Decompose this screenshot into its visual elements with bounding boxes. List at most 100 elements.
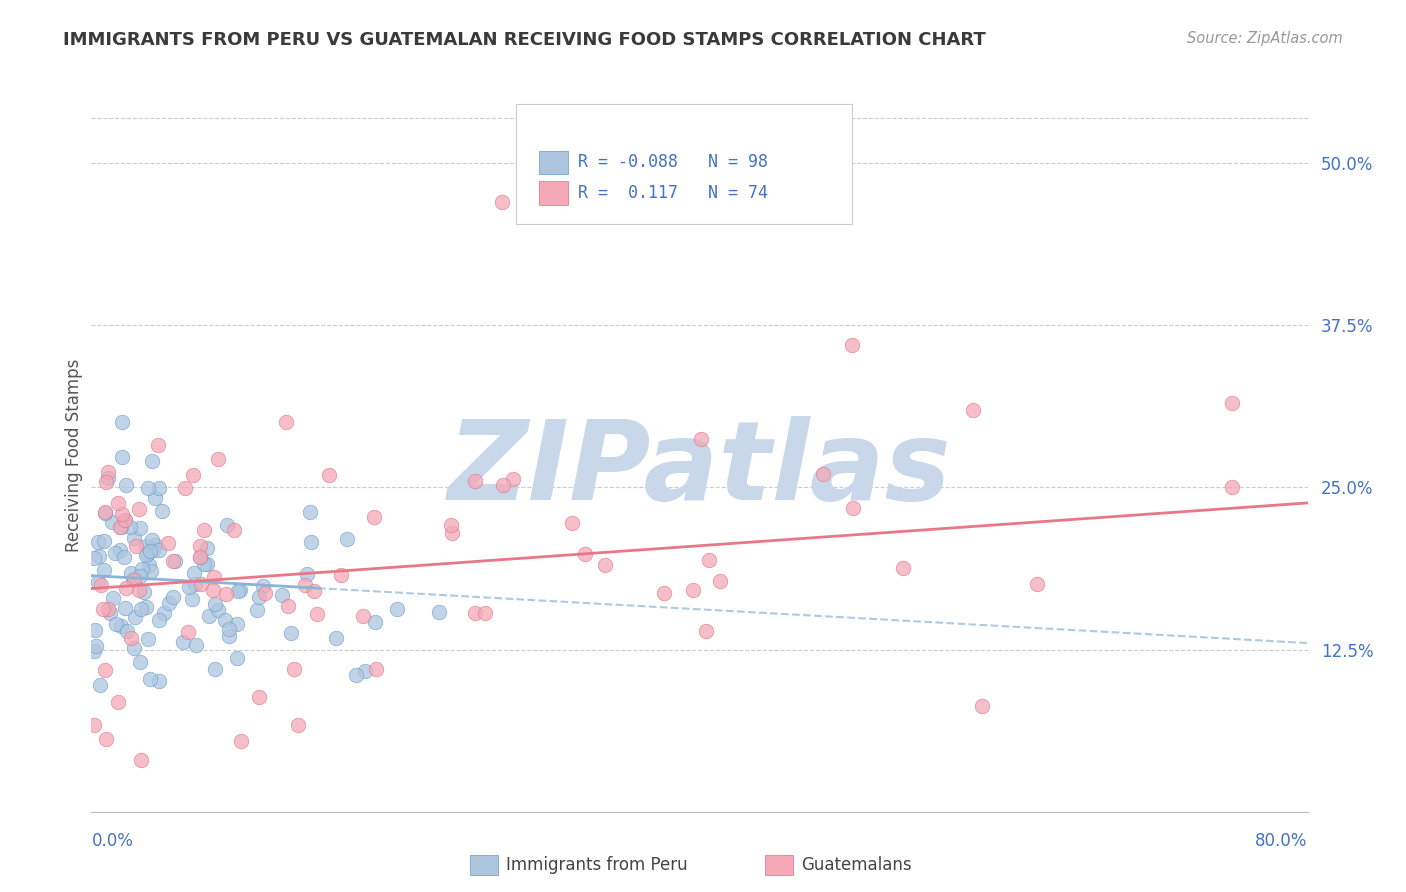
Point [129,521,152,535]
Point [325,631,347,645]
Point [114,601,136,615]
Point [215,587,238,601]
Point [135,539,157,553]
Point [143,537,166,551]
Point [229,582,252,597]
Point [173,481,195,495]
Point [97,466,120,480]
Point [195,541,218,555]
Point [124,610,146,624]
Point [124,540,146,554]
Point [111,416,134,430]
Point [93,664,115,678]
Point [247,591,270,605]
Point [136,481,159,495]
Point [188,549,211,564]
Point [294,577,316,591]
Point [86,639,108,653]
Point [120,566,142,580]
Point [96,731,118,746]
Point [150,504,173,518]
Point [111,507,134,521]
Point [135,599,157,614]
Point [204,662,226,676]
Text: 80.0%: 80.0% [1256,831,1308,849]
Point [107,496,129,510]
Text: Source: ZipAtlas.com: Source: ZipAtlas.com [1187,31,1343,46]
Point [363,509,385,524]
Point [329,567,352,582]
Point [131,562,153,576]
Point [136,632,159,647]
Point [87,535,110,549]
Point [165,554,187,568]
Point [124,573,146,587]
Point [114,513,136,527]
Point [148,674,170,689]
Point [101,515,124,529]
Point [139,564,162,578]
Text: 0.0%: 0.0% [91,831,134,849]
Point [110,520,132,534]
Point [297,566,319,581]
Text: Immigrants from Peru: Immigrants from Peru [506,856,688,874]
Point [299,505,322,519]
Point [207,451,229,466]
Point [136,548,159,562]
Point [441,526,464,541]
Point [188,539,211,553]
Point [891,560,914,574]
Point [110,619,132,633]
Text: R =  0.117   N = 74: R = 0.117 N = 74 [578,184,768,202]
Point [98,606,121,620]
Point [177,625,200,640]
Point [429,605,451,619]
Text: IMMIGRANTS FROM PERU VS GUATEMALAN RECEIVING FOOD STAMPS CORRELATION CHART: IMMIGRANTS FROM PERU VS GUATEMALAN RECEI… [63,31,986,49]
Point [195,558,218,572]
Point [502,471,524,485]
Point [89,678,111,692]
Point [162,554,184,568]
Point [364,662,387,676]
Point [157,596,180,610]
Point [181,592,204,607]
Point [141,533,163,547]
Point [474,607,496,621]
Point [115,624,138,638]
Point [132,584,155,599]
Point [464,474,486,488]
Point [464,606,486,620]
Point [183,566,205,580]
Point [138,672,160,686]
Point [122,572,145,586]
Point [1220,480,1243,494]
Point [218,623,240,637]
Point [574,547,596,561]
Point [181,468,204,483]
Point [201,582,224,597]
Point [1220,396,1243,410]
Point [129,753,152,767]
Point [186,638,208,652]
Point [143,491,166,505]
Point [202,570,225,584]
Point [118,519,141,533]
Point [697,553,720,567]
Point [207,602,229,616]
Point [184,577,207,591]
Point [111,450,134,464]
Point [695,624,717,638]
Point [188,550,211,565]
Point [336,533,359,547]
Text: R = -0.088   N = 98: R = -0.088 N = 98 [578,153,768,171]
Point [86,574,108,589]
Point [277,599,299,614]
Point [96,475,118,489]
Point [96,602,118,616]
Point [841,337,863,351]
Point [214,613,236,627]
Point [218,629,240,643]
Point [131,602,153,616]
Point [304,583,326,598]
Point [94,506,117,520]
